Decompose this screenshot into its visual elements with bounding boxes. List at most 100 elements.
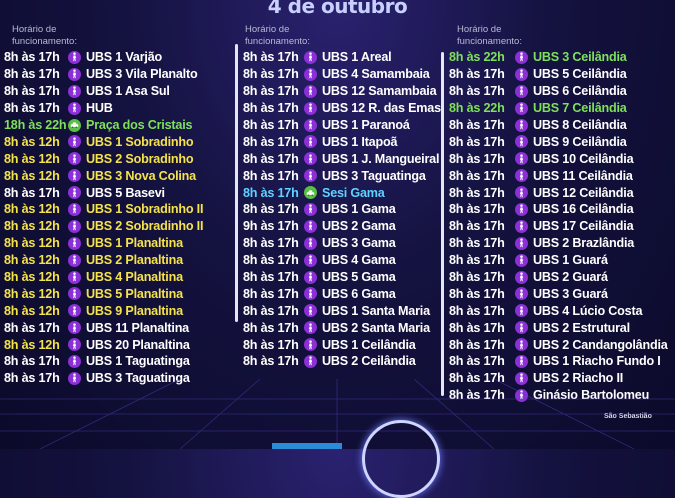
vaccine-person-icon — [304, 101, 317, 115]
location-name: UBS 3 Nova Colina — [86, 168, 196, 183]
schedule-time: 8h às 17h — [243, 320, 299, 335]
schedule-time: 8h às 17h — [449, 202, 505, 217]
location-name: UBS 16 Ceilândia — [533, 202, 634, 217]
schedule-row: 8h às 17h UBS 2 Guará — [449, 269, 671, 286]
location-name: UBS 1 J. Mangueiral — [322, 151, 440, 166]
schedule-time: 8h às 17h — [4, 354, 60, 369]
drive-thru-icon — [304, 186, 317, 200]
location-name: UBS 9 Ceilândia — [533, 134, 627, 149]
schedule-row: 8h às 12h UBS 9 Planaltina — [4, 302, 232, 319]
location-name: UBS 2 Sobradinho — [86, 151, 194, 166]
schedule-row: 8h às 17h UBS 1 Areal — [243, 49, 443, 66]
location-name: UBS 5 Ceilândia — [533, 67, 627, 82]
hours-header: Horário de funcionamento: — [245, 24, 443, 48]
schedule-row: 8h às 17h UBS 4 Gama — [243, 252, 443, 269]
location-name: UBS 3 Ceilândia — [533, 50, 627, 65]
vaccine-person-icon — [304, 50, 317, 64]
schedule-time: 8h às 12h — [4, 286, 60, 301]
schedule-row: 8h às 17h UBS 11 Ceilândia — [449, 167, 671, 184]
schedule-row: 8h às 17h Sesi Gama — [243, 184, 443, 201]
location-name: UBS 1 Riacho Fundo I — [533, 354, 661, 369]
location-name: UBS 12 R. das Emas — [322, 101, 441, 116]
schedule-time: 8h às 17h — [449, 151, 505, 166]
schedule-row: 8h às 17h UBS 12 Ceilândia — [449, 184, 671, 201]
vaccine-person-icon — [515, 101, 528, 115]
vaccine-person-icon — [304, 84, 317, 98]
schedule-row: 8h às 17h UBS 1 Ceilândia — [243, 336, 443, 353]
location-name: UBS 1 Varjão — [86, 50, 162, 65]
schedule-row: 8h às 17h UBS 1 Guará — [449, 252, 671, 269]
schedule-time: 8h às 17h — [4, 84, 60, 99]
vaccine-person-icon — [68, 101, 81, 115]
schedule-time: 8h às 17h — [449, 84, 505, 99]
schedule-time: 8h às 17h — [449, 337, 505, 352]
schedule-row: 8h às 17h UBS 3 Guará — [449, 285, 671, 302]
location-name: Praça dos Cristais — [86, 118, 193, 132]
vaccine-person-icon — [68, 186, 81, 200]
vaccine-person-icon — [304, 270, 317, 284]
schedule-row: 8h às 17h UBS 12 Samambaia — [243, 83, 443, 100]
vaccine-person-icon — [68, 321, 81, 335]
location-name: UBS 20 Planaltina — [86, 337, 190, 352]
vaccine-person-icon — [68, 354, 81, 368]
schedule-row: 8h às 17h UBS 3 Taguatinga — [4, 370, 232, 387]
vaccine-person-icon — [68, 236, 81, 250]
location-name: UBS 12 Ceilândia — [533, 185, 634, 200]
schedule-time: 8h às 12h — [4, 236, 60, 251]
location-name: UBS 3 Gama — [322, 236, 396, 251]
vaccine-person-icon — [68, 67, 81, 81]
schedule-row: 8h às 17h UBS 16 Ceilândia — [449, 201, 671, 218]
location-name: UBS 2 Ceilândia — [322, 354, 416, 369]
schedule-time: 8h às 17h — [449, 134, 505, 149]
schedule-time: 8h às 17h — [449, 371, 505, 386]
schedule-row: 8h às 22h UBS 3 Ceilândia — [449, 49, 671, 66]
location-name: UBS 6 Gama — [322, 286, 396, 301]
vaccine-person-icon — [304, 304, 317, 318]
location-name: UBS 4 Planaltina — [86, 270, 183, 285]
location-name: UBS 5 Gama — [322, 270, 396, 285]
schedule-time: 8h às 17h — [4, 320, 60, 335]
location-name: UBS 9 Planaltina — [86, 303, 183, 318]
location-name: UBS 11 Planaltina — [86, 320, 189, 335]
vaccine-person-icon — [515, 50, 528, 64]
location-name: UBS 2 Guará — [533, 270, 608, 285]
location-name: UBS 2 Planaltina — [86, 253, 183, 268]
schedule-row: 8h às 17h UBS 12 R. das Emas — [243, 100, 443, 117]
schedule-row: 8h às 17h UBS 5 Ceilândia — [449, 66, 671, 83]
schedule-time: 8h às 17h — [449, 286, 505, 301]
schedule-row: 8h às 17h UBS 11 Planaltina — [4, 319, 232, 336]
schedule-row: 8h às 17h UBS 3 Taguatinga — [243, 167, 443, 184]
vaccine-person-icon — [304, 338, 317, 352]
location-name: UBS 2 Brazlândia — [533, 236, 635, 251]
schedule-row: 8h às 22h UBS 7 Ceilândia — [449, 100, 671, 117]
column-divider-left — [235, 44, 238, 322]
schedule-time: 8h às 17h — [243, 101, 299, 116]
vaccine-person-icon — [515, 321, 528, 335]
hours-header: Horário de funcionamento: — [457, 24, 671, 48]
schedule-row: 8h às 12h UBS 4 Planaltina — [4, 269, 232, 286]
location-name: UBS 3 Taguatinga — [322, 168, 426, 183]
schedule-row: 8h às 17h UBS 6 Ceilândia — [449, 83, 671, 100]
vaccine-person-icon — [68, 135, 81, 149]
schedule-row: 8h às 17h UBS 1 Paranoá — [243, 117, 443, 134]
schedule-time: 8h às 17h — [449, 303, 505, 318]
vaccine-person-icon — [515, 270, 528, 284]
schedule-time: 8h às 12h — [4, 219, 60, 234]
schedule-time: 8h às 17h — [449, 320, 505, 335]
schedule-time: 8h às 12h — [4, 168, 60, 183]
schedule-row: 8h às 17h UBS 2 Brazlândia — [449, 235, 671, 252]
vaccine-person-icon — [68, 338, 81, 352]
location-name: UBS 8 Ceilândia — [533, 118, 627, 132]
schedule-time: 8h às 12h — [4, 303, 60, 318]
location-name: UBS 10 Ceilândia — [533, 151, 634, 166]
schedule-time: 8h às 17h — [449, 354, 505, 369]
schedule-row: 8h às 17h UBS 2 Candangolândia — [449, 336, 671, 353]
schedule-time: 8h às 17h — [4, 67, 60, 82]
schedule-time: 18h às 22h — [4, 118, 67, 132]
schedule-time: 8h às 17h — [243, 354, 299, 369]
schedule-row: 8h às 17h UBS 5 Gama — [243, 269, 443, 286]
hours-header-line2: funcionamento: — [457, 36, 522, 47]
vaccine-person-icon — [515, 67, 528, 81]
schedule-time: 8h às 12h — [4, 134, 60, 149]
location-name: HUB — [86, 101, 113, 116]
